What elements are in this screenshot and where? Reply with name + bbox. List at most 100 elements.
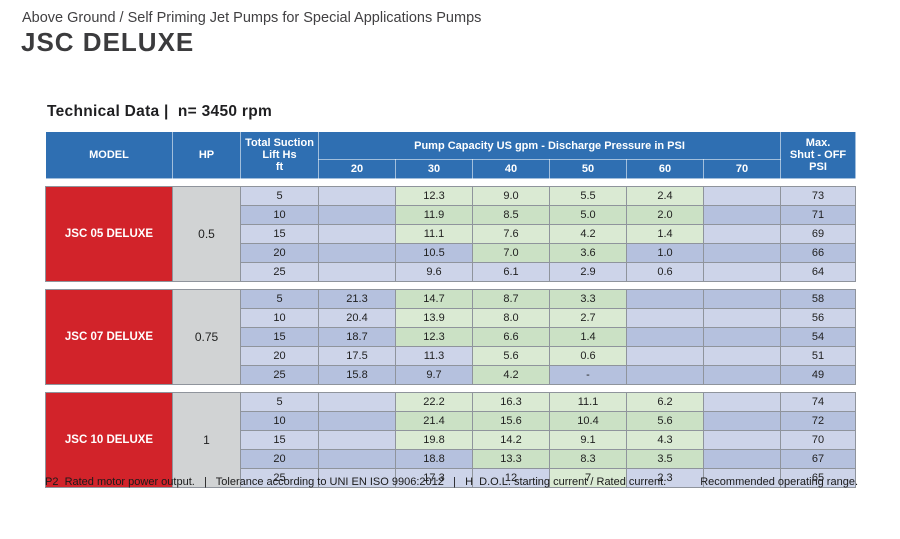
capacity-cell: 1.0 [626,243,704,263]
table-row: 10 20.4 13.9 8.0 2.7 56 [46,308,856,328]
capacity-cell: 11.9 [395,205,473,225]
group-gap [45,179,855,186]
max-psi-cell: 66 [780,243,856,263]
max-header-line3: PSI [809,161,827,173]
lift-cell: 20 [240,449,319,469]
capacity-cell: 9.7 [395,365,473,385]
capacity-cell [703,224,781,244]
capacity-cell: 5.0 [549,205,627,225]
capacity-cell: 9.0 [472,186,550,206]
lift-cell: 10 [240,308,319,328]
capacity-cell [703,308,781,328]
capacity-cell: 12.3 [395,186,473,206]
capacity-cell: 15.8 [318,365,396,385]
capacity-cell: 2.7 [549,308,627,328]
category-title: Above Ground / Self Priming Jet Pumps fo… [22,10,482,26]
capacity-cell: 8.5 [472,205,550,225]
hp-cell: 0.5 [172,186,241,282]
capacity-cell: 14.2 [472,430,550,450]
capacity-cell: 17.5 [318,346,396,366]
model-cell: JSC 07 DELUXE [45,289,173,385]
lift-cell: 10 [240,411,319,431]
capacity-cell [318,205,396,225]
capacity-cell: 3.6 [549,243,627,263]
lift-cell: 5 [240,186,319,206]
product-title: JSC DELUXE [21,27,195,57]
capacity-cell [703,186,781,206]
capacity-cell: 3.3 [549,289,627,309]
capacity-cell: 17.3 [395,468,473,488]
capacity-cell: 0.6 [549,346,627,366]
pump-group-2: JSC 07 DELUXE 0.75 5 21.3 14.7 8.7 3.3 58 10 20.4… [45,289,856,385]
col-header-pressure-60: 60 [626,159,704,179]
capacity-cell: 9.1 [549,430,627,450]
capacity-cell: 2.0 [626,205,704,225]
capacity-cell [703,430,781,450]
table-row: 20 10.5 7.0 3.6 1.0 66 [46,243,856,263]
capacity-cell: 6.2 [626,392,704,412]
capacity-cell [703,411,781,431]
capacity-cell: 18.7 [318,327,396,347]
capacity-cell: 13.9 [395,308,473,328]
footnote-left: P2 Rated motor power output. | Tolerance… [45,476,667,488]
capacity-cell: 10.4 [549,411,627,431]
capacity-cell [703,262,781,282]
capacity-cell: 16.3 [472,392,550,412]
lift-cell: 20 [240,346,319,366]
group-gap [45,282,855,289]
table-row: 15 11.1 7.6 4.2 1.4 69 [46,224,856,244]
capacity-cell: 7 [549,468,627,488]
capacity-cell [318,262,396,282]
col-header-lift: Total Suction Lift Hs ft [240,131,319,179]
capacity-cell [703,327,781,347]
capacity-cell: 12 [472,468,550,488]
col-header-pressure-40: 40 [472,159,550,179]
capacity-cell [318,186,396,206]
col-header-model: MODEL [45,131,173,179]
capacity-cell: 1.4 [626,224,704,244]
max-psi-cell: 71 [780,205,856,225]
capacity-cell: 6.6 [472,327,550,347]
capacity-cell: 8.7 [472,289,550,309]
capacity-cell [318,411,396,431]
lift-cell: 10 [240,205,319,225]
table-row: JSC 10 DELUXE 1 5 22.2 16.3 11.1 6.2 74 [45,392,856,488]
capacity-cell: 8.0 [472,308,550,328]
capacity-cell: 4.2 [549,224,627,244]
capacity-cell: 6.1 [472,262,550,282]
lift-cell: 5 [240,392,319,412]
section-title: Technical Data | n= 3450 rpm [47,103,273,120]
capacity-cell: 0.6 [626,262,704,282]
capacity-cell: 9.6 [395,262,473,282]
table-row: 25 15.8 9.7 4.2- 49 [46,365,856,385]
capacity-cell: 2.4 [626,186,704,206]
max-header-line1: Max. [805,137,831,149]
col-header-pressure-30: 30 [395,159,473,179]
capacity-cell: 5.6 [472,346,550,366]
footnote-recommended-range: Recommended operating range. [700,476,858,488]
max-psi-cell: 69 [780,224,856,244]
capacity-cell [318,449,396,469]
capacity-cell [703,346,781,366]
lift-header-line3: ft [275,161,284,173]
capacity-cell [626,327,704,347]
capacity-cell: 21.3 [318,289,396,309]
capacity-cell: 2.9 [549,262,627,282]
capacity-cell [318,392,396,412]
lift-cell: 15 [240,430,319,450]
table-row: 20 18.8 13.3 8.3 3.5 67 [46,449,856,469]
col-header-pressure-70: 70 [702,159,782,179]
capacity-cell [626,346,704,366]
hp-cell: 0.75 [172,289,241,385]
model-cell: JSC 05 DELUXE [45,186,173,282]
col-header-pressure-20: 20 [318,159,396,179]
max-psi-cell: 70 [780,430,856,450]
capacity-cell: 15.6 [472,411,550,431]
col-header-hp: HP [172,131,241,179]
capacity-cell [703,365,781,385]
lift-cell: 15 [240,327,319,347]
capacity-cell: 1.4 [549,327,627,347]
capacity-cell: 3.5 [626,449,704,469]
lift-cell: 20 [240,243,319,263]
lift-cell: 25 [240,468,319,488]
